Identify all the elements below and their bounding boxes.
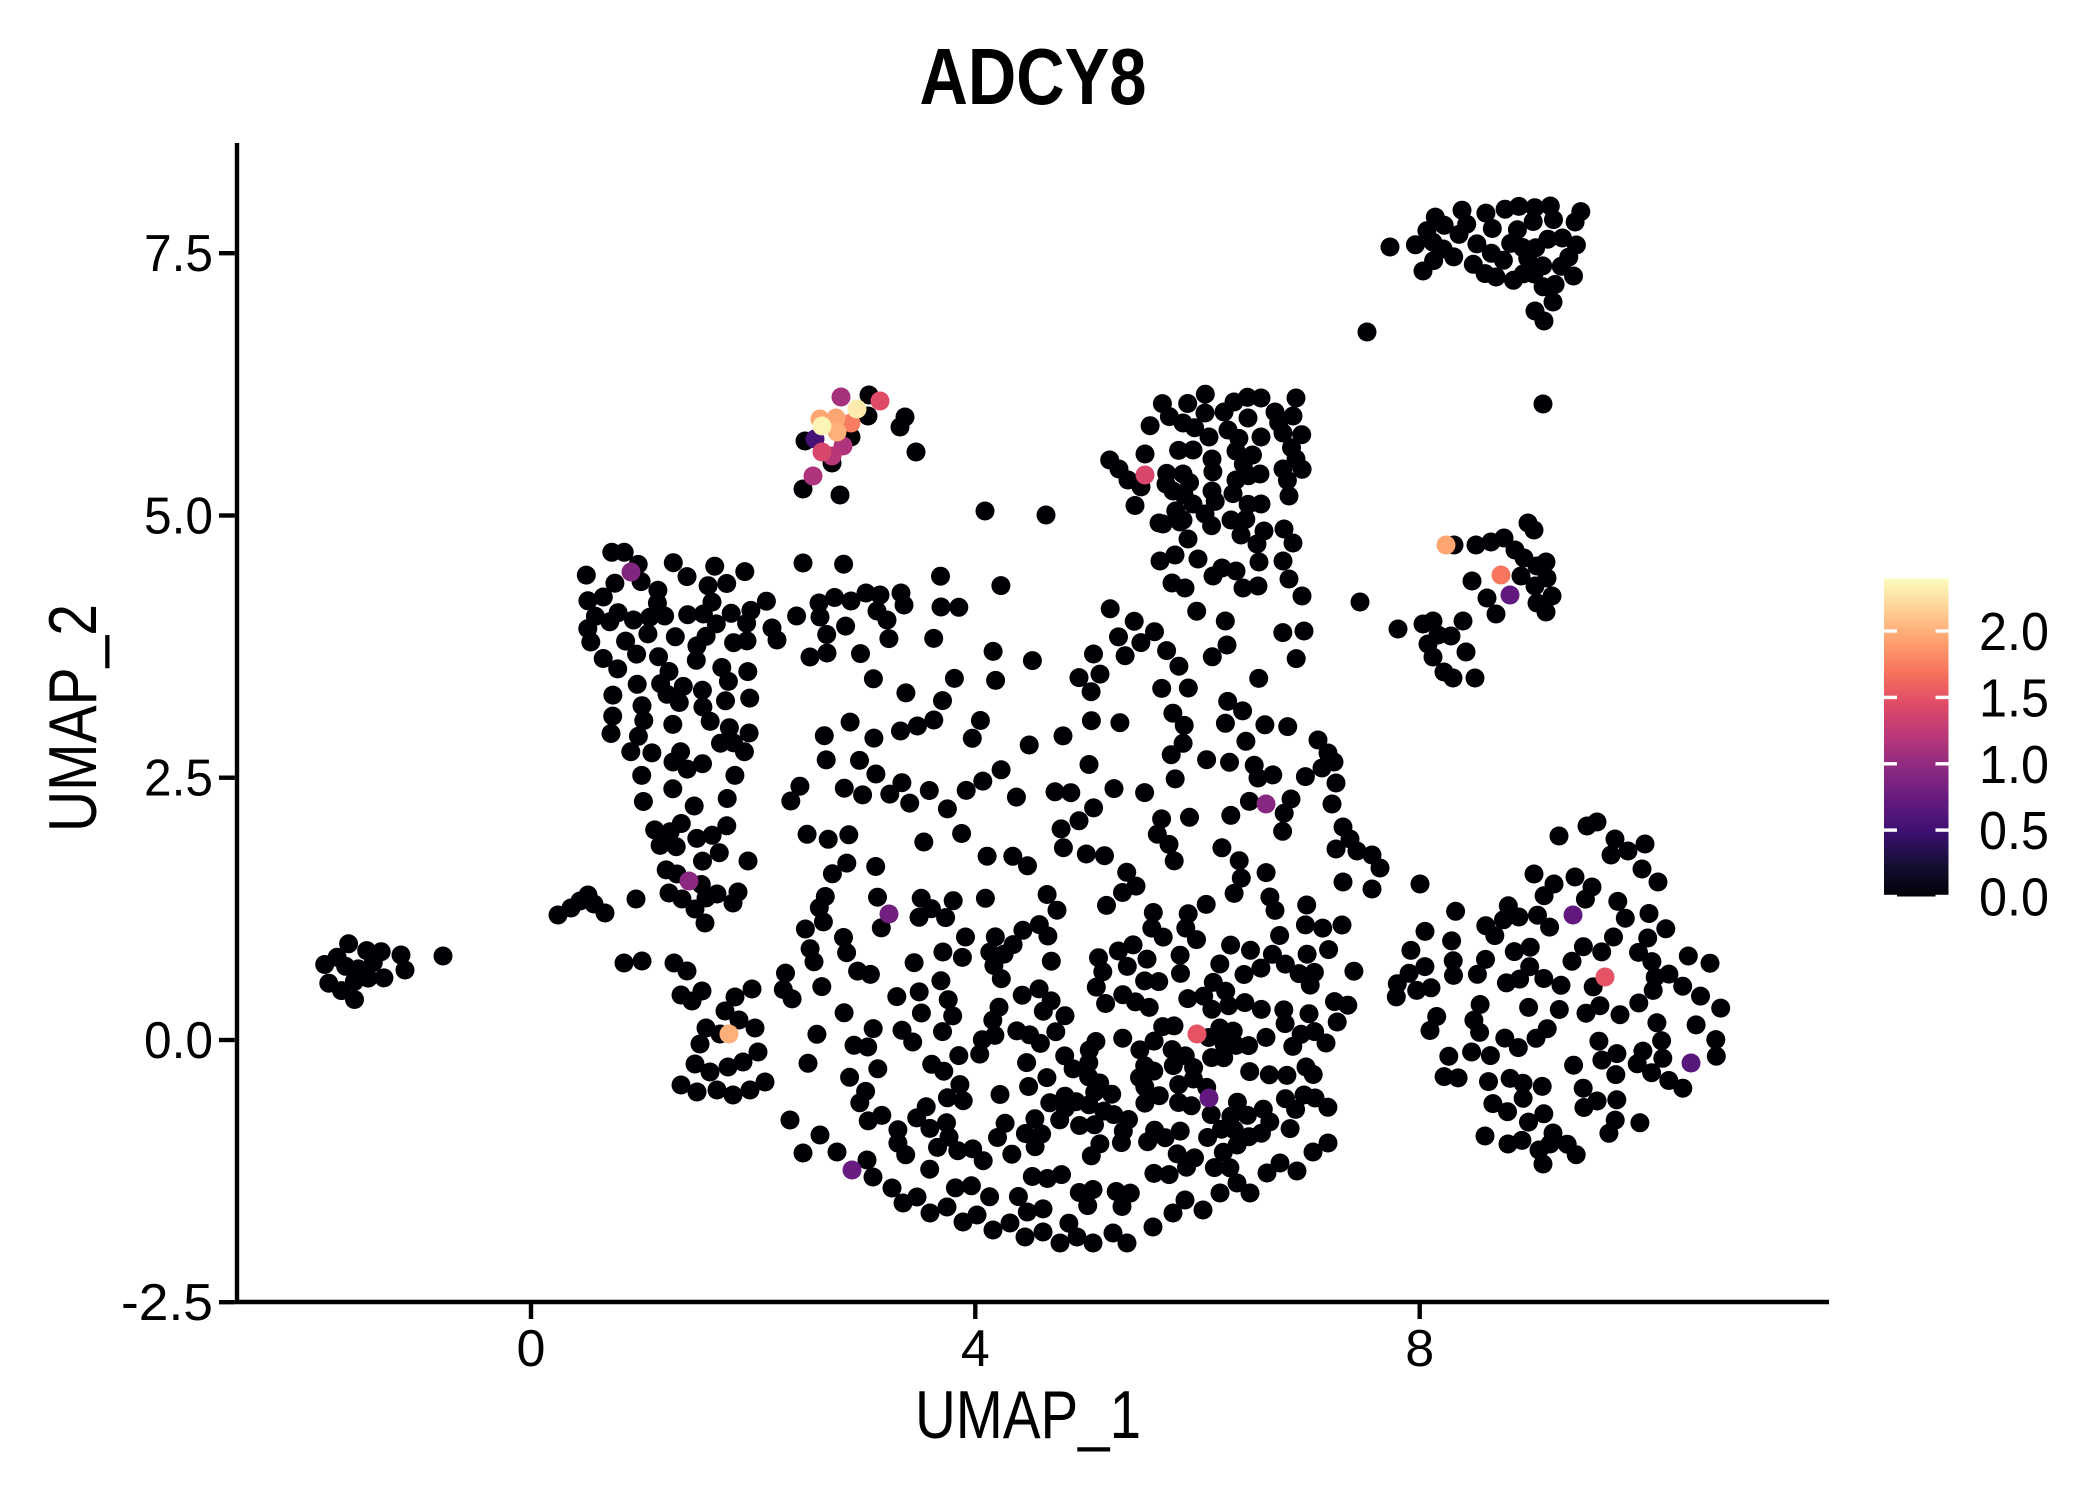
svg-text:UMAP_1: UMAP_1 [915,1377,1141,1453]
svg-text:1.0: 1.0 [1979,735,2049,795]
svg-text:ADCY8: ADCY8 [920,32,1147,121]
svg-text:5.0: 5.0 [144,488,213,546]
svg-text:2.0: 2.0 [1979,602,2049,662]
svg-text:4: 4 [961,1320,990,1378]
svg-text:UMAP_2: UMAP_2 [35,604,111,832]
svg-text:0.0: 0.0 [144,1012,213,1070]
svg-text:7.5: 7.5 [144,225,213,283]
svg-text:0: 0 [517,1320,546,1378]
svg-text:1.5: 1.5 [1979,668,2049,728]
svg-text:8: 8 [1405,1320,1434,1378]
svg-text:-2.5: -2.5 [121,1274,213,1332]
svg-text:2.5: 2.5 [144,750,213,808]
svg-text:0.0: 0.0 [1979,868,2049,928]
svg-text:0.5: 0.5 [1979,801,2049,861]
